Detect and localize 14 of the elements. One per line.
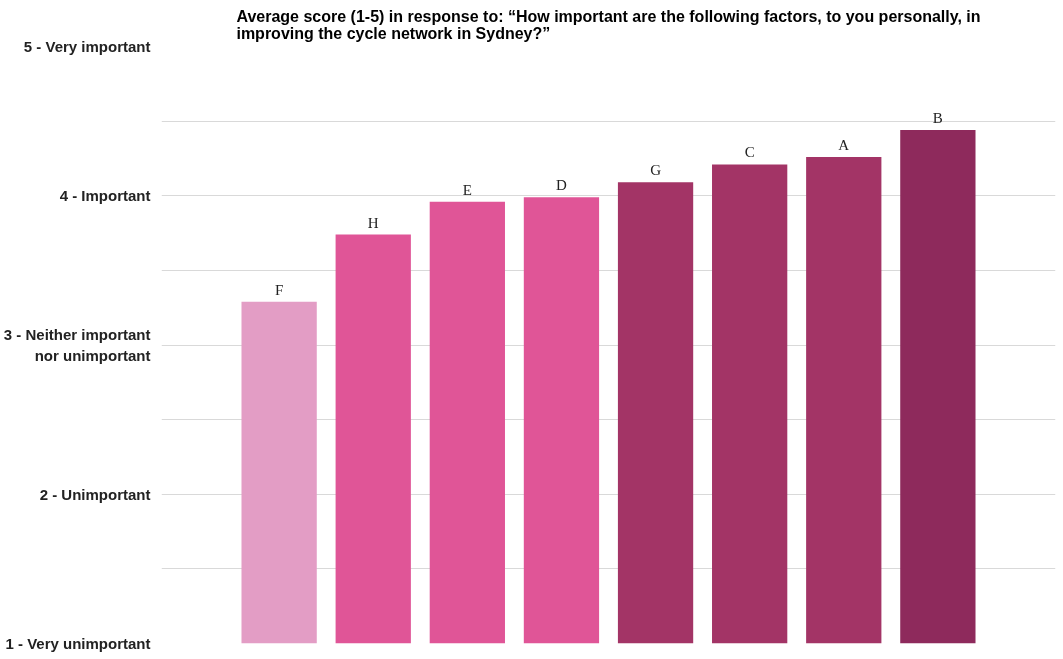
chart-title: Average score (1-5) in response to: “How important are the following factors, to you personally, in improving the cycle network in Sydney?” — [236, 7, 981, 42]
y-tick-label: 1 - Very unimportant — [5, 635, 151, 652]
x-tick-label: A — [838, 136, 850, 153]
x-tick-label: H — [367, 214, 379, 231]
x-tick-label: B — [932, 110, 943, 127]
y-tick-label: 2 - Unimportant — [39, 485, 151, 503]
y-tick-label: 5 - Very important — [23, 38, 151, 55]
x-tick-label: D — [556, 177, 568, 194]
x-tick-label: E — [462, 181, 472, 198]
y-tick-label: 4 - Important — [59, 187, 151, 205]
x-tick-label: G — [650, 162, 662, 179]
y-tick-label: 3 - Neither important nor unimportant — [3, 326, 151, 364]
x-tick-label: F — [274, 281, 284, 298]
x-tick-label: C — [744, 144, 755, 161]
